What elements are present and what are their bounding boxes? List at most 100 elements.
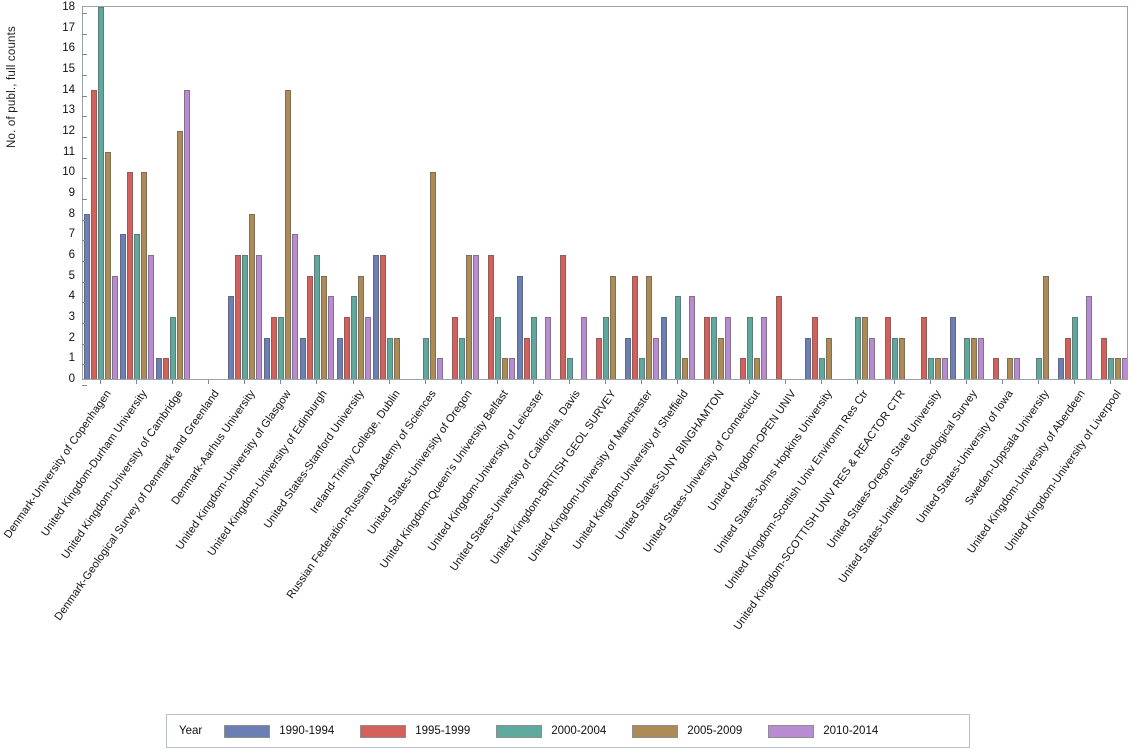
bar[interactable] bbox=[472, 255, 479, 379]
bar[interactable] bbox=[357, 275, 364, 379]
bar[interactable] bbox=[632, 275, 639, 379]
bar[interactable] bbox=[228, 296, 235, 379]
bar[interactable] bbox=[805, 337, 812, 379]
bar[interactable] bbox=[458, 337, 465, 379]
bar[interactable] bbox=[941, 358, 948, 379]
bar[interactable] bbox=[884, 317, 891, 379]
bar[interactable] bbox=[120, 234, 127, 379]
bar[interactable] bbox=[625, 337, 632, 379]
bar[interactable] bbox=[278, 317, 285, 379]
bar[interactable] bbox=[992, 358, 999, 379]
bar[interactable] bbox=[869, 337, 876, 379]
bar[interactable] bbox=[689, 296, 696, 379]
bar[interactable] bbox=[516, 275, 523, 379]
bar[interactable] bbox=[264, 337, 271, 379]
bar[interactable] bbox=[891, 337, 898, 379]
bar[interactable] bbox=[156, 358, 163, 379]
legend-item[interactable]: 2005-2009 bbox=[632, 724, 742, 738]
bar[interactable] bbox=[314, 255, 321, 379]
bar[interactable] bbox=[328, 296, 335, 379]
bar[interactable] bbox=[1042, 275, 1049, 379]
bar[interactable] bbox=[501, 358, 508, 379]
bar[interactable] bbox=[372, 255, 379, 379]
bar[interactable] bbox=[163, 358, 170, 379]
bar[interactable] bbox=[292, 234, 299, 379]
bar[interactable] bbox=[98, 7, 105, 379]
bar[interactable] bbox=[1071, 317, 1078, 379]
bar[interactable] bbox=[646, 275, 653, 379]
bar[interactable] bbox=[963, 337, 970, 379]
bar[interactable] bbox=[725, 317, 732, 379]
bar[interactable] bbox=[1121, 358, 1127, 379]
bar[interactable] bbox=[256, 255, 263, 379]
bar[interactable] bbox=[653, 337, 660, 379]
bar[interactable] bbox=[494, 317, 501, 379]
bar[interactable] bbox=[343, 317, 350, 379]
bar[interactable] bbox=[379, 255, 386, 379]
bar[interactable] bbox=[602, 317, 609, 379]
bar[interactable] bbox=[682, 358, 689, 379]
bar[interactable] bbox=[711, 317, 718, 379]
bar[interactable] bbox=[920, 317, 927, 379]
bar[interactable] bbox=[523, 337, 530, 379]
bar[interactable] bbox=[747, 317, 754, 379]
bar[interactable] bbox=[559, 255, 566, 379]
bar[interactable] bbox=[1114, 358, 1121, 379]
bar[interactable] bbox=[386, 337, 393, 379]
bar[interactable] bbox=[134, 234, 141, 379]
bar[interactable] bbox=[91, 89, 98, 379]
bar[interactable] bbox=[661, 317, 668, 379]
bar[interactable] bbox=[704, 317, 711, 379]
bar[interactable] bbox=[487, 255, 494, 379]
bar[interactable] bbox=[336, 337, 343, 379]
legend-item[interactable]: 1995-1999 bbox=[360, 724, 470, 738]
bar[interactable] bbox=[927, 358, 934, 379]
bar[interactable] bbox=[235, 255, 242, 379]
bar[interactable] bbox=[422, 337, 429, 379]
legend-item[interactable]: 2000-2004 bbox=[496, 724, 606, 738]
bar[interactable] bbox=[321, 275, 328, 379]
bar[interactable] bbox=[740, 358, 747, 379]
bar[interactable] bbox=[1107, 358, 1114, 379]
bar[interactable] bbox=[271, 317, 278, 379]
bar[interactable] bbox=[761, 317, 768, 379]
bar[interactable] bbox=[1064, 337, 1071, 379]
bar[interactable] bbox=[508, 358, 515, 379]
bar[interactable] bbox=[898, 337, 905, 379]
bar[interactable] bbox=[249, 213, 256, 379]
bar[interactable] bbox=[934, 358, 941, 379]
bar[interactable] bbox=[285, 89, 292, 379]
bar[interactable] bbox=[819, 358, 826, 379]
bar[interactable] bbox=[580, 317, 587, 379]
bar[interactable] bbox=[1035, 358, 1042, 379]
bar[interactable] bbox=[350, 296, 357, 379]
bar[interactable] bbox=[718, 337, 725, 379]
bar[interactable] bbox=[530, 317, 537, 379]
bar[interactable] bbox=[1085, 296, 1092, 379]
bar[interactable] bbox=[148, 255, 155, 379]
bar[interactable] bbox=[242, 255, 249, 379]
bar[interactable] bbox=[1057, 358, 1064, 379]
bar[interactable] bbox=[675, 296, 682, 379]
bar[interactable] bbox=[639, 358, 646, 379]
bar[interactable] bbox=[754, 358, 761, 379]
bar[interactable] bbox=[544, 317, 551, 379]
bar[interactable] bbox=[949, 317, 956, 379]
bar[interactable] bbox=[609, 275, 616, 379]
bar[interactable] bbox=[451, 317, 458, 379]
bar[interactable] bbox=[177, 131, 184, 379]
bar[interactable] bbox=[436, 358, 443, 379]
bar[interactable] bbox=[300, 337, 307, 379]
bar[interactable] bbox=[855, 317, 862, 379]
bar[interactable] bbox=[977, 337, 984, 379]
bar[interactable] bbox=[1006, 358, 1013, 379]
bar[interactable] bbox=[364, 317, 371, 379]
bar[interactable] bbox=[826, 337, 833, 379]
bar[interactable] bbox=[141, 172, 148, 379]
bar[interactable] bbox=[393, 337, 400, 379]
bar[interactable] bbox=[862, 317, 869, 379]
bar[interactable] bbox=[429, 172, 436, 379]
bar[interactable] bbox=[970, 337, 977, 379]
bar[interactable] bbox=[1100, 337, 1107, 379]
bar[interactable] bbox=[105, 151, 112, 379]
